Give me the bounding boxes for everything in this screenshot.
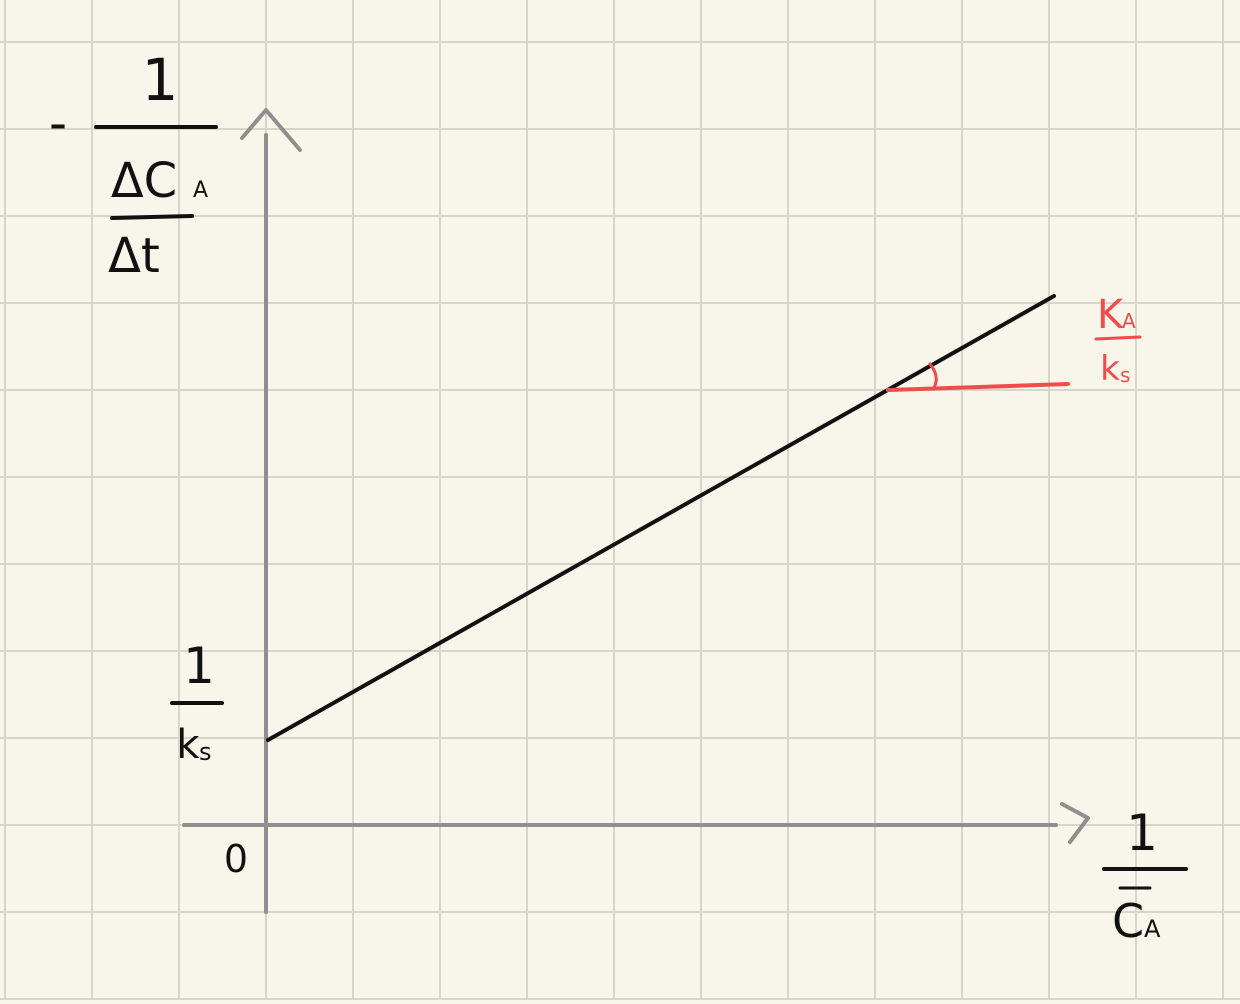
axes xyxy=(182,108,1090,914)
slope-marker xyxy=(886,362,1070,392)
slope-denominator: k xyxy=(1100,349,1120,389)
slope-angle-arc xyxy=(928,362,938,390)
regression-line xyxy=(266,294,1056,742)
slope-numerator: K xyxy=(1097,292,1125,338)
x-label-numerator: 1 xyxy=(1126,804,1158,862)
y-label-inner-numerator: ΔC xyxy=(111,153,177,209)
slope-bar xyxy=(1094,335,1142,341)
y-axis-arrow-icon xyxy=(240,108,302,152)
intercept-numerator: 1 xyxy=(183,637,215,695)
x-label-denominator: C xyxy=(1112,894,1144,948)
intercept-denominator: k xyxy=(176,722,200,768)
origin-label: 0 xyxy=(224,837,248,881)
y-axis-label: - 1 ΔC A Δt xyxy=(49,46,218,284)
intercept-label: 1 k s xyxy=(170,637,224,768)
x-axis-arrow-icon xyxy=(1060,802,1090,844)
y-label-numerator: 1 xyxy=(142,46,179,114)
slope-reference-line xyxy=(886,382,1070,392)
slope-denominator-sub: s xyxy=(1120,363,1130,387)
y-label-inner-bar xyxy=(110,214,194,220)
x-label-denominator-sub: A xyxy=(1144,915,1161,943)
slope-label: K A k s xyxy=(1094,292,1142,389)
x-axis-label: 1 C A xyxy=(1102,804,1188,948)
slope-numerator-sub: A xyxy=(1122,309,1136,333)
y-label-inner-numerator-sub: A xyxy=(193,178,208,203)
y-label-sign: - xyxy=(49,94,67,152)
y-label-inner-denominator: Δt xyxy=(108,228,160,284)
intercept-denominator-sub: s xyxy=(199,738,212,766)
